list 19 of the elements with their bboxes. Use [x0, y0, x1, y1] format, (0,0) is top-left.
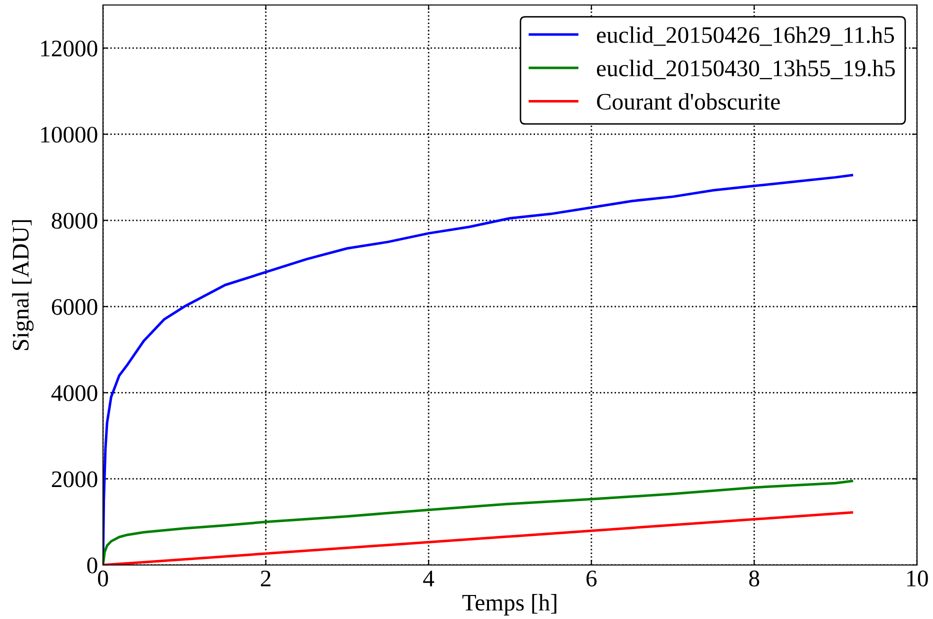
y-tick-label: 10000 — [41, 126, 98, 143]
x-tick-label: 8 — [749, 570, 760, 586]
y-tick-label: 4000 — [51, 385, 98, 402]
x-tick-label: 0 — [98, 570, 108, 586]
x-tick-label: 10 — [907, 570, 928, 586]
x-axis-title: Temps [h] — [462, 594, 556, 616]
y-tick-label: 0 — [87, 557, 98, 574]
legend-label: euclid_20150426_16h29_11.h5 — [596, 26, 894, 46]
y-tick-label: 12000 — [41, 40, 98, 56]
legend-label: Courant d'obscurite — [597, 93, 780, 110]
y-tick-label: 8000 — [52, 212, 98, 229]
line-series — [103, 480, 854, 565]
y-tick-label: 6000 — [52, 299, 98, 315]
legend-label: euclid_20150430_13h55_19.h5 — [596, 60, 895, 80]
y-axis-title: Signal [ADU] — [12, 220, 34, 350]
x-tick-label: 6 — [586, 570, 597, 586]
x-tick-label: 2 — [260, 570, 270, 586]
x-tick-label: 4 — [423, 570, 434, 586]
y-tick-label: 2000 — [52, 471, 98, 488]
